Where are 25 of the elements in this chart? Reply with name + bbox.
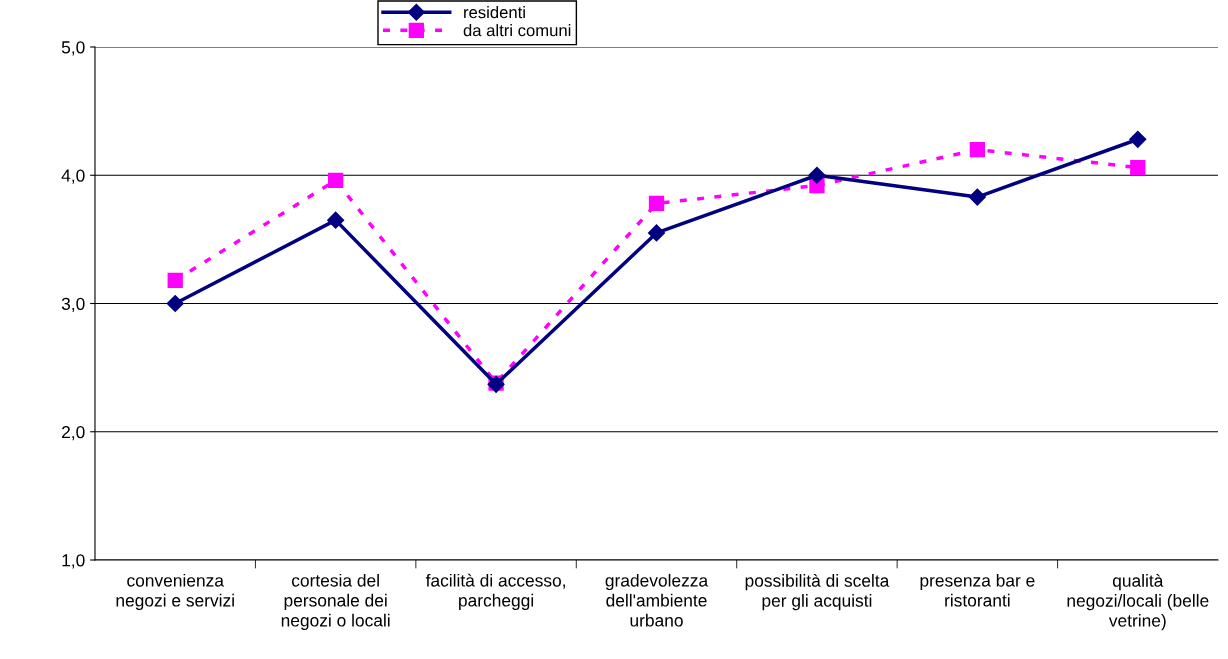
point <box>166 294 184 313</box>
y-tick-label: 2,0 <box>62 425 85 441</box>
legend-label: residenti <box>464 6 525 19</box>
point <box>327 211 345 229</box>
x-tick-label: possibilità di scelta per gli acquisti <box>745 573 890 611</box>
y-tick-label: 1,0 <box>62 554 85 569</box>
point <box>1130 159 1146 176</box>
x-tick-label: cortesia del personale dei negozi o locali <box>281 573 390 630</box>
point <box>1129 130 1147 148</box>
x-tick-label: gradevolezza dell'ambiente urbano <box>605 573 709 627</box>
point <box>808 166 826 184</box>
y-tick-label: 4,0 <box>61 169 85 184</box>
x-tick-label: convenienza negozi e servizi <box>116 573 234 611</box>
point <box>968 188 986 206</box>
legend-label: da altri comuni <box>463 24 571 37</box>
point <box>648 195 665 212</box>
x-tick-label: facilità di accesso, parcheggi <box>425 573 565 611</box>
x-tick-label: qualità negozi/locali (belle vetrine) <box>1067 573 1209 631</box>
point <box>647 224 666 242</box>
point <box>969 141 985 158</box>
point <box>328 172 344 189</box>
y-tick-label: 3,0 <box>61 297 85 313</box>
point <box>167 272 183 289</box>
x-tick-label: presenza bar e ristoranti <box>920 573 1035 607</box>
y-tick-label: 5,0 <box>61 41 85 56</box>
